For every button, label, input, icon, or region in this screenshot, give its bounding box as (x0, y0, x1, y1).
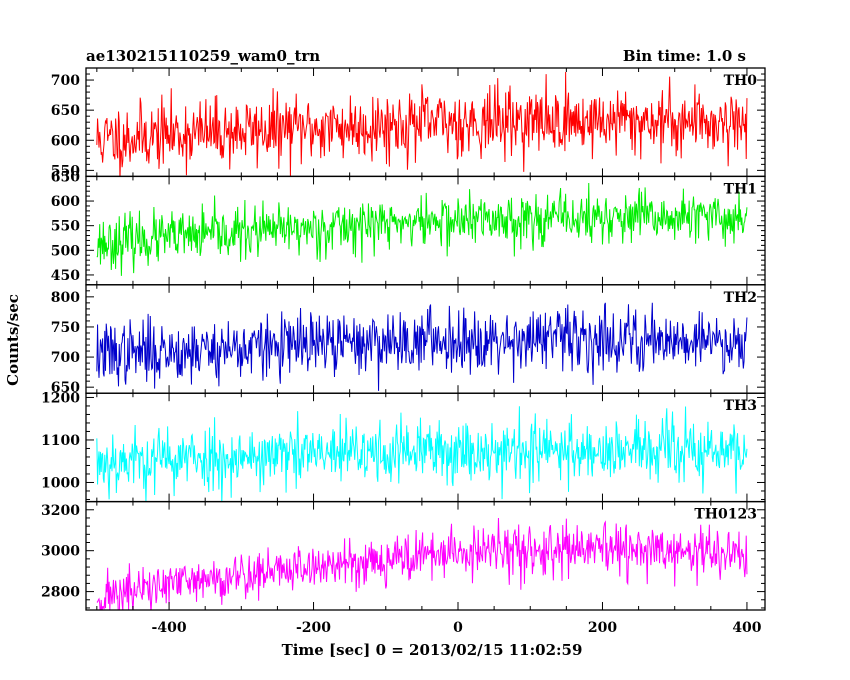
x-tick-label: 200 (588, 620, 617, 636)
y-tick-label: 650 (51, 380, 80, 396)
y-tick-label: 1200 (41, 390, 80, 406)
y-tick-label: 700 (51, 73, 80, 89)
y-tick-label: 500 (51, 243, 80, 259)
y-tick-label: 2800 (41, 585, 80, 601)
bin-time-label: Bin time: 1.0 s (623, 47, 746, 65)
light-curve-th2 (96, 302, 748, 391)
y-tick-label: 1100 (41, 433, 80, 449)
y-tick-label: 600 (51, 133, 80, 149)
x-tick-label: -200 (296, 620, 331, 636)
x-tick-labels: -400 -200 0 200 400 (152, 620, 762, 636)
x-tick-label: 0 (453, 620, 463, 636)
x-axis-label: Time [sec] 0 = 2013/02/15 11:02:59 (282, 641, 583, 659)
light-curve-th0123 (96, 518, 748, 611)
light-curve-th3 (96, 406, 748, 502)
y-tick-label: 450 (51, 268, 80, 284)
y-tick-label: 800 (51, 290, 80, 306)
panel-label-th3: TH3 (724, 398, 757, 414)
y-tick-label: 3200 (41, 503, 80, 519)
chart-title: ae130215110259_wam0_trn (86, 47, 320, 65)
y-tick-label: 600 (51, 194, 80, 210)
y-tick-label: 650 (51, 103, 80, 119)
panel-th0: 550 600 650 700 TH0 (51, 67, 766, 179)
y-tick-label: 3000 (41, 544, 80, 560)
panel-frame (85, 500, 766, 611)
panel-th2: 650 700 750 800 TH2 (51, 284, 766, 396)
y-tick-label: 650 (51, 169, 80, 185)
panel-label-th2: TH2 (724, 290, 757, 306)
light-curve-th0 (96, 72, 748, 177)
y-tick-label: 700 (51, 350, 80, 366)
light-curve-th1 (96, 182, 748, 276)
panel-th0123: 2800 3000 3200 TH0123 (41, 500, 766, 611)
panel-label-th0: TH0 (724, 73, 758, 89)
x-tick-label: 400 (732, 620, 761, 636)
panels-group: 550 600 650 700 TH0 450 500 550 600 650 TH1 650 700 7… (41, 67, 766, 611)
y-axis-label: Counts/sec (4, 294, 22, 386)
y-tick-label: 1000 (41, 475, 80, 491)
panel-label-th1: TH1 (724, 181, 757, 197)
y-tick-label: 750 (51, 320, 80, 336)
y-tick-label: 550 (51, 219, 80, 235)
panel-th1: 450 500 550 600 650 TH1 (51, 169, 766, 286)
x-tick-label: -400 (152, 620, 187, 636)
y-tick-label: 550 (51, 163, 80, 179)
panel-label-th0123: TH0123 (694, 507, 757, 523)
panel-th3: 1000 1100 1200 TH3 (41, 390, 766, 503)
